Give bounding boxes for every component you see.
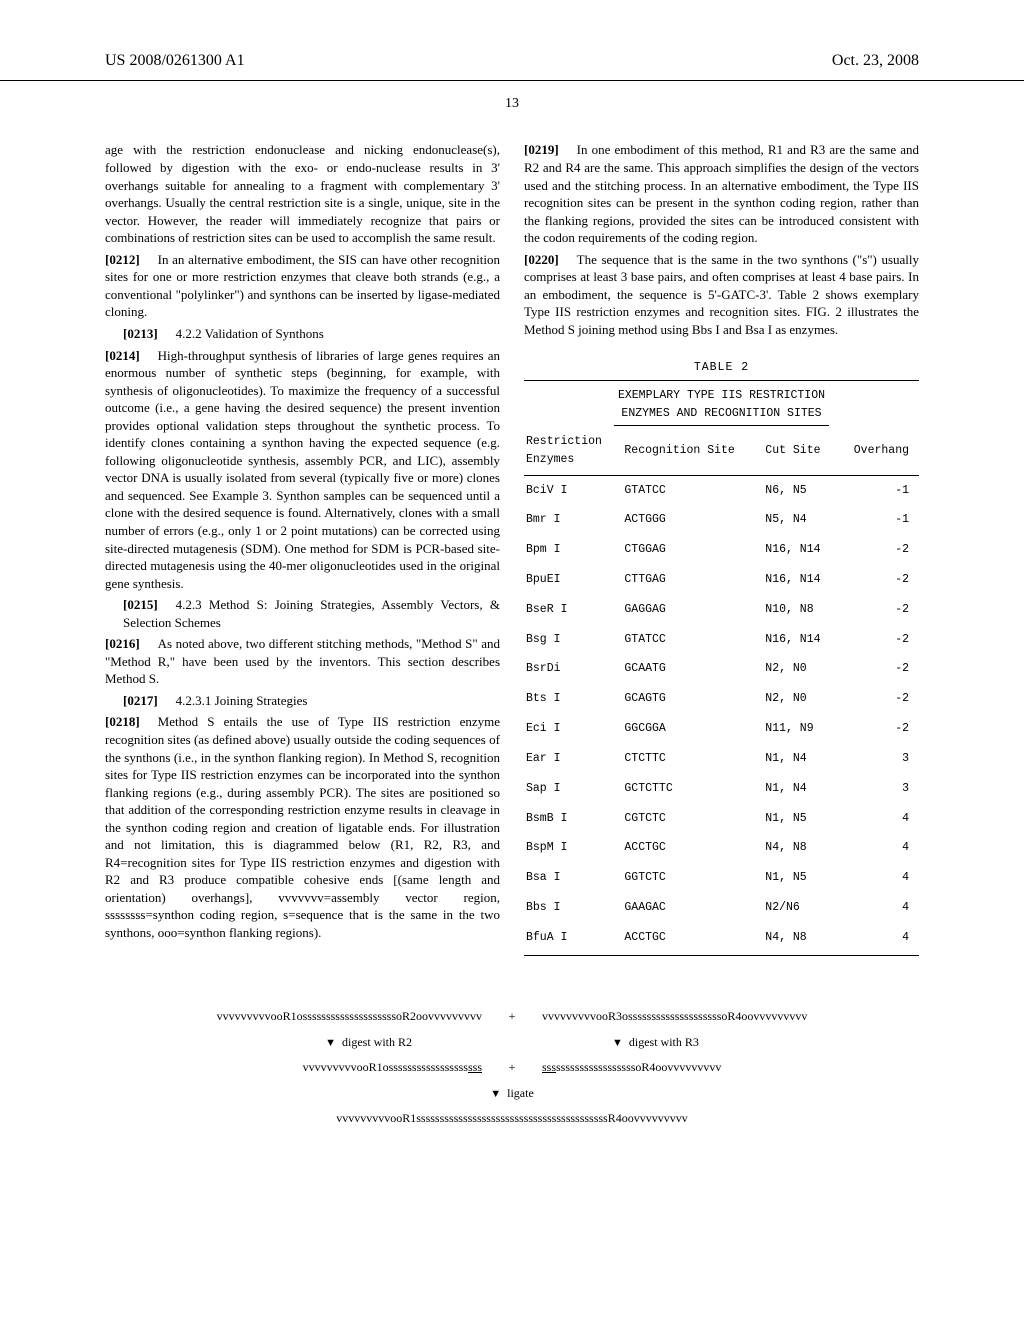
diagram-seq-4: ssssssssssssssssssssoR4oovvvvvvvvv bbox=[542, 1059, 721, 1075]
down-triangle-icon: ▼ bbox=[325, 1037, 336, 1049]
publication-number: US 2008/0261300 A1 bbox=[105, 50, 245, 72]
table-row: Ear ICTCTTCN1, N43 bbox=[524, 744, 919, 774]
diagram-seq-1: vvvvvvvvvooR1ossssssssssssssssssssoR2oov… bbox=[217, 1008, 482, 1024]
para-num-0217: [0217] bbox=[123, 693, 158, 708]
digest-r3-label: ▼ digest with R3 bbox=[612, 1034, 699, 1051]
enzyme-table: Restriction Enzymes Recognition Site Cut… bbox=[524, 430, 919, 953]
diagram-seq-final: vvvvvvvvvooR1sssssssssssssssssssssssssss… bbox=[336, 1110, 687, 1126]
table-row: Bts IGCAGTGN2, N0-2 bbox=[524, 684, 919, 714]
digest-r2-label: ▼ digest with R2 bbox=[325, 1034, 412, 1051]
paragraph-0213: [0213]4.2.2 Validation of Synthons bbox=[123, 325, 500, 343]
down-triangle-icon: ▼ bbox=[490, 1088, 501, 1100]
table-row: BfuA IACCTGCN4, N84 bbox=[524, 923, 919, 953]
table-row: Bsa IGGTCTCN1, N54 bbox=[524, 863, 919, 893]
table-2: TABLE 2 EXEMPLARY TYPE IIS RESTRICTION E… bbox=[524, 359, 919, 956]
th-enzymes: Restriction Enzymes bbox=[524, 430, 622, 475]
paragraph-0212: [0212]In an alternative embodiment, the … bbox=[105, 251, 500, 321]
diagram-seq-2: vvvvvvvvvooR3ossssssssssssssssssssoR4oov… bbox=[542, 1008, 807, 1024]
table-row: BciV IGTATCCN6, N5-1 bbox=[524, 475, 919, 505]
table-row: Bsg IGTATCCN16, N14-2 bbox=[524, 625, 919, 655]
para-num-0219: [0219] bbox=[524, 142, 559, 157]
table-subtitle: EXEMPLARY TYPE IIS RESTRICTION ENZYMES A… bbox=[524, 387, 919, 426]
para-num-0218: [0218] bbox=[105, 714, 140, 729]
paragraph-0215: [0215]4.2.3 Method S: Joining Strategies… bbox=[123, 596, 500, 631]
paragraph-continuation: age with the restriction endonuclease an… bbox=[105, 141, 500, 246]
table-row: Eci IGGCGGAN11, N9-2 bbox=[524, 714, 919, 744]
diagram-seq-3: vvvvvvvvvooR1ossssssssssssssssssss bbox=[303, 1059, 482, 1075]
para-num-0215: [0215] bbox=[123, 597, 158, 612]
table-row: BpuEICTTGAGN16, N14-2 bbox=[524, 565, 919, 595]
paragraph-0217: [0217]4.2.3.1 Joining Strategies bbox=[123, 692, 500, 710]
ligate-label: ▼ ligate bbox=[105, 1085, 919, 1102]
page-number: 13 bbox=[0, 95, 1024, 114]
page-header: US 2008/0261300 A1 Oct. 23, 2008 bbox=[0, 50, 1024, 81]
paragraph-0220: [0220]The sequence that is the same in t… bbox=[524, 251, 919, 339]
table-row: Sap IGCTCTTCN1, N43 bbox=[524, 774, 919, 804]
table-row: BseR IGAGGAGN10, N8-2 bbox=[524, 595, 919, 625]
paragraph-0218: [0218]Method S entails the use of Type I… bbox=[105, 713, 500, 941]
table-row: Bpm ICTGGAGN16, N14-2 bbox=[524, 535, 919, 565]
paragraph-0214: [0214]High-throughput synthesis of libra… bbox=[105, 347, 500, 593]
table-row: BsrDiGCAATGN2, N0-2 bbox=[524, 654, 919, 684]
para-num-0216: [0216] bbox=[105, 636, 140, 651]
left-column: age with the restriction endonuclease an… bbox=[105, 141, 500, 957]
para-num-0213: [0213] bbox=[123, 326, 158, 341]
plus-icon: + bbox=[506, 1008, 518, 1024]
table-row: Bmr IACTGGGN5, N4-1 bbox=[524, 505, 919, 535]
th-overhang: Overhang bbox=[836, 430, 919, 475]
th-cutsite: Cut Site bbox=[763, 430, 836, 475]
para-num-0214: [0214] bbox=[105, 348, 140, 363]
down-triangle-icon: ▼ bbox=[612, 1037, 623, 1049]
para-num-0220: [0220] bbox=[524, 252, 559, 267]
ligation-diagram: vvvvvvvvvooR1ossssssssssssssssssssoR2oov… bbox=[0, 1008, 1024, 1126]
table-row: BspM IACCTGCN4, N84 bbox=[524, 833, 919, 863]
plus-icon: + bbox=[506, 1059, 518, 1075]
th-recognition: Recognition Site bbox=[622, 430, 763, 475]
text-columns: age with the restriction endonuclease an… bbox=[0, 141, 1024, 957]
right-column: [0219]In one embodiment of this method, … bbox=[524, 141, 919, 957]
paragraph-0219: [0219]In one embodiment of this method, … bbox=[524, 141, 919, 246]
table-row: Bbs IGAAGACN2/N64 bbox=[524, 893, 919, 923]
publication-date: Oct. 23, 2008 bbox=[832, 50, 919, 72]
para-num-0212: [0212] bbox=[105, 252, 140, 267]
table-label: TABLE 2 bbox=[524, 359, 919, 377]
table-row: BsmB ICGTCTCN1, N54 bbox=[524, 804, 919, 834]
paragraph-0216: [0216]As noted above, two different stit… bbox=[105, 635, 500, 688]
